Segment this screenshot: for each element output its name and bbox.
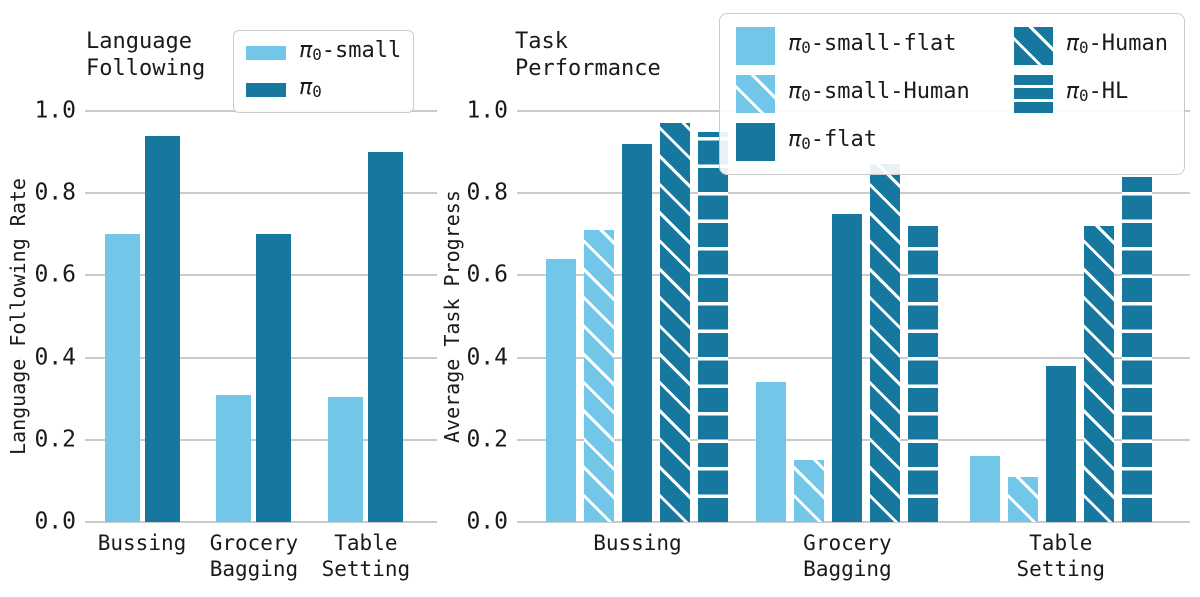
legend-swatch-small-human <box>736 75 775 113</box>
bar-small-flat-bussing <box>546 258 577 522</box>
pi-symbol: π <box>299 74 313 100</box>
legend-swatch-small <box>246 45 286 60</box>
pi-subscript: 0 <box>1078 37 1089 57</box>
x-tick-label-bussing: Bussing <box>593 531 682 555</box>
y-tick-label-0.4: 0.4 <box>34 344 76 371</box>
x-tick-label-grocery-bagging: Grocery Bagging <box>803 531 892 581</box>
legend-label-small-human: π0-small-Human <box>788 79 970 105</box>
bar-small-human-bussing <box>584 230 615 522</box>
bar-small-grocery-bagging <box>216 394 252 522</box>
bar-pi-bussing <box>144 135 180 522</box>
y-tick-label-0.0: 0.0 <box>466 508 508 535</box>
legend-label-flat: π0-flat <box>788 127 878 153</box>
bar-group-grocery-bagging <box>216 111 292 522</box>
pi-symbol: π <box>788 127 802 153</box>
y-tick-label-0.4: 0.4 <box>466 344 508 371</box>
bar-group-grocery-bagging <box>756 111 939 522</box>
x-tick-label-grocery-bagging: Grocery Bagging <box>209 531 299 581</box>
bar-hl-table-setting <box>1121 176 1152 522</box>
legend-swatch-hl <box>1013 75 1053 113</box>
bar-group-bussing <box>546 111 729 522</box>
legend-item-human: π0-Human <box>1013 27 1168 65</box>
left-y-axis-label: Language Following Rate <box>6 178 30 455</box>
bar-hl-bussing <box>698 131 729 522</box>
bar-group-table-setting <box>969 111 1152 522</box>
legend-label-pi: π0 <box>299 75 322 105</box>
right-legend: π0-small-flat π0-small-Human π0-flat π0-Hum… <box>719 13 1185 175</box>
legend-label-hl: π0-HL <box>1065 79 1129 105</box>
pi-symbol: π <box>788 31 802 57</box>
legend-label-small-flat: π0-small-flat <box>788 31 957 57</box>
bar-group-bussing <box>104 111 180 522</box>
gridline-0.0 <box>85 521 437 523</box>
x-tick-label-bussing: Bussing <box>97 531 187 555</box>
left-legend: π0-small π0 <box>233 30 415 113</box>
legend-item-small-human: π0-small-Human <box>736 75 970 113</box>
bar-small-flat-grocery-bagging <box>756 382 787 522</box>
right-y-axis-label: Average Task Progress <box>440 190 464 443</box>
bar-small-human-table-setting <box>1007 476 1038 522</box>
right-plot-area <box>517 110 1190 523</box>
bar-small-table-setting <box>328 396 364 522</box>
bar-group-table-setting <box>328 111 404 522</box>
pi-symbol: π <box>788 79 802 105</box>
y-tick-label-0.8: 0.8 <box>466 179 508 206</box>
gridline-0.8 <box>85 192 437 195</box>
y-tick-label-0.6: 0.6 <box>466 261 508 288</box>
y-tick-label-1.0: 1.0 <box>34 97 76 124</box>
left-chart-title: Language Following <box>86 29 206 81</box>
legend-swatch-human <box>1013 27 1053 65</box>
y-tick-label-0.6: 0.6 <box>34 261 76 288</box>
bar-small-human-grocery-bagging <box>794 460 825 522</box>
gridline-0.0 <box>517 521 1190 523</box>
legend-label-small: π0-small <box>299 38 402 64</box>
x-tick-label-table-setting: Table Setting <box>1016 531 1106 581</box>
right-chart-title: Task Performance <box>515 29 661 81</box>
y-tick-label-0.0: 0.0 <box>34 508 76 535</box>
gridline-0.8 <box>517 192 1190 195</box>
bar-human-grocery-bagging <box>870 164 901 522</box>
pi-subscript: 0 <box>801 85 811 105</box>
legend-item-pi: π0 <box>246 75 401 105</box>
left-plot-area <box>85 110 437 523</box>
y-tick-label-0.2: 0.2 <box>34 426 76 453</box>
bar-flat-table-setting <box>1045 365 1076 522</box>
bar-pi-grocery-bagging <box>256 234 292 522</box>
pi-subscript: 0 <box>801 37 811 57</box>
pi-subscript: 0 <box>312 44 322 64</box>
pi-symbol: π <box>1065 79 1079 105</box>
bar-flat-bussing <box>622 143 653 522</box>
pi-subscript: 0 <box>312 81 322 101</box>
legend-swatch-small-flat <box>736 27 775 65</box>
legend-item-small: π0-small <box>246 38 401 68</box>
pi-symbol: π <box>299 38 313 63</box>
bar-human-table-setting <box>1083 226 1114 522</box>
legend-item-flat: π0-flat <box>736 123 970 161</box>
bar-hl-grocery-bagging <box>908 226 939 522</box>
y-tick-label-0.8: 0.8 <box>34 179 76 206</box>
pi-subscript: 0 <box>1078 85 1089 105</box>
bar-flat-grocery-bagging <box>832 213 863 522</box>
pi-subscript: 0 <box>801 133 811 153</box>
bar-pi-table-setting <box>368 152 404 522</box>
legend-swatch-flat <box>736 123 775 161</box>
y-tick-label-1.0: 1.0 <box>466 97 508 124</box>
pi-symbol: π <box>1065 31 1079 57</box>
y-tick-label-0.2: 0.2 <box>466 426 508 453</box>
x-tick-label-table-setting: Table Setting <box>321 531 411 581</box>
bar-small-bussing <box>104 234 140 522</box>
bar-human-bussing <box>660 123 691 522</box>
bar-small-flat-table-setting <box>969 456 1000 522</box>
legend-swatch-pi <box>246 82 286 97</box>
legend-item-hl: π0-HL <box>1013 75 1168 113</box>
legend-item-small-flat: π0-small-flat <box>736 27 970 65</box>
legend-label-human: π0-Human <box>1065 31 1168 57</box>
